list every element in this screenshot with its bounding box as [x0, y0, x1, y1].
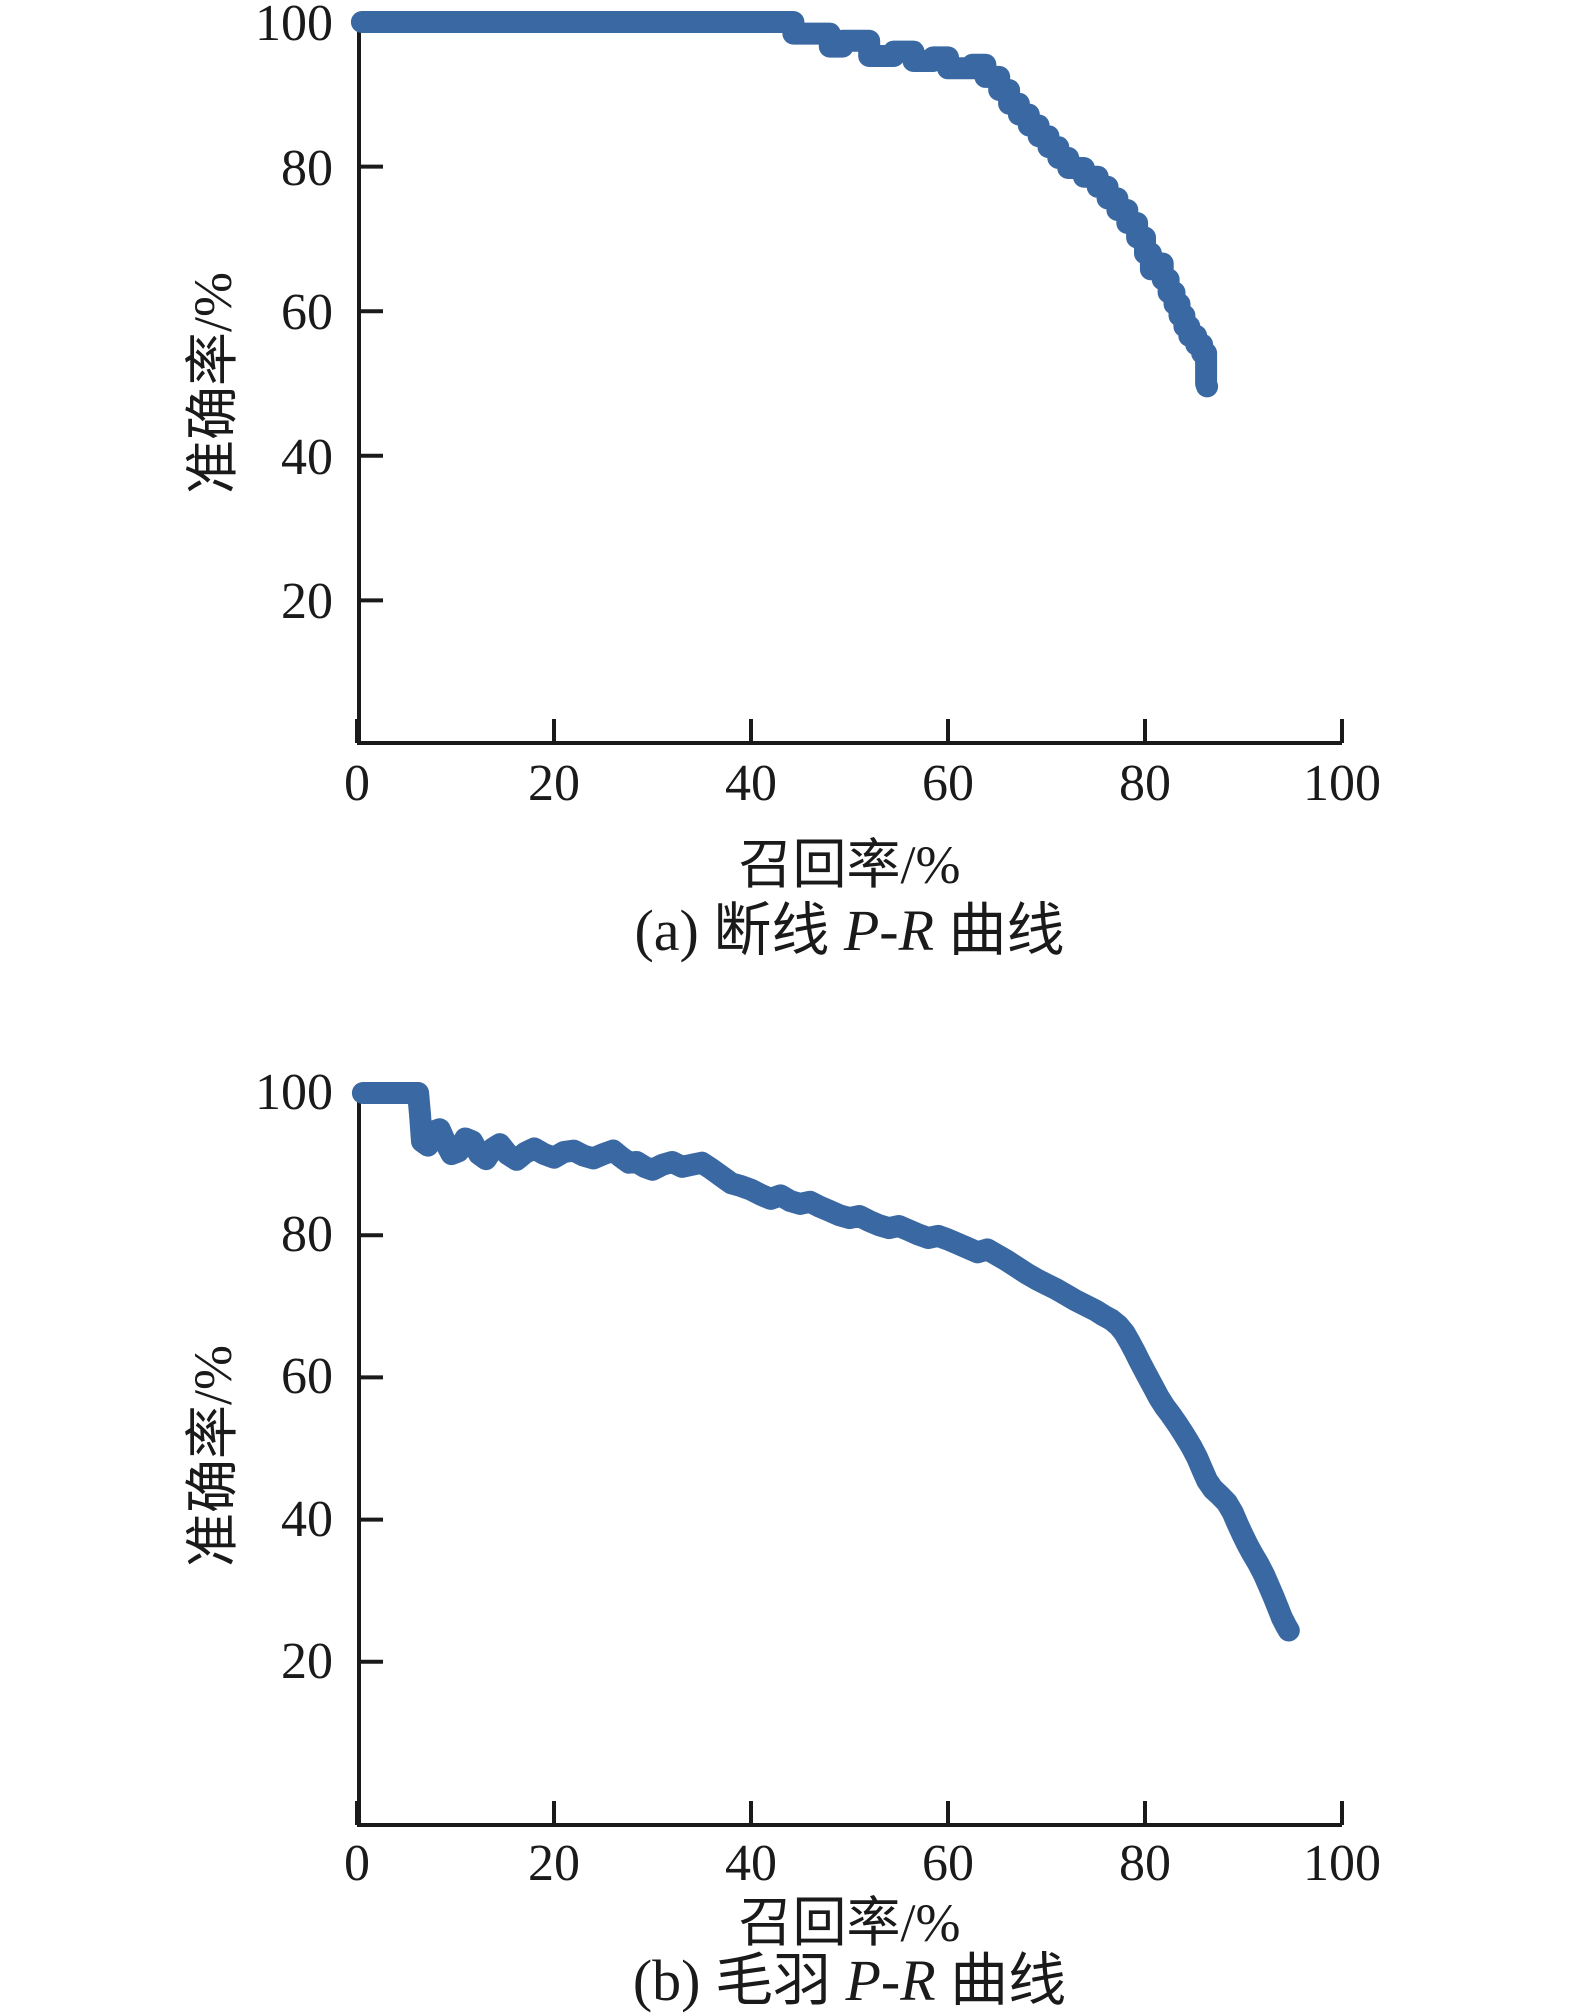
y-tick-label: 40 [281, 428, 333, 486]
x-axis-title-a: 召回率/% [738, 835, 961, 895]
caption-b-suffix: 曲线 [935, 1948, 1067, 2013]
x-tick-label: 0 [344, 755, 370, 812]
plot-area-a [350, 11, 1344, 745]
y-tick-label: 100 [255, 1064, 333, 1121]
x-tick-label: 40 [725, 1835, 777, 1892]
y-tick-label: 20 [281, 1632, 333, 1690]
chart-caption-b: (b) 毛羽 P-R 曲线 [357, 1952, 1342, 2010]
y-tick-label: 60 [281, 284, 333, 342]
caption-a-prefix: (a) 断线 [634, 898, 844, 963]
chart-caption-a: (a) 断线 P-R 曲线 [357, 902, 1342, 960]
caption-b-italic: P-R [845, 1948, 936, 2013]
pr-curve-line [351, 1082, 1300, 1642]
x-tick-label: 100 [1303, 755, 1381, 812]
caption-b-prefix: (b) 毛羽 [632, 1948, 846, 2013]
caption-a-italic: P-R [843, 898, 935, 963]
y-tick-label: 40 [281, 1490, 333, 1548]
x-tick-label: 60 [922, 755, 974, 812]
y-tick-label: 20 [281, 573, 333, 631]
x-tick-label: 20 [528, 1835, 580, 1892]
y-tick-label: 80 [281, 1206, 333, 1264]
x-tick-label: 80 [1119, 1835, 1171, 1892]
y-tick-label: 80 [281, 139, 333, 197]
x-tick-label: 80 [1119, 755, 1171, 812]
x-tick-label: 40 [725, 755, 777, 812]
pr-curve-line [350, 11, 1219, 398]
x-tick-label: 100 [1303, 1835, 1381, 1892]
y-tick-label: 100 [255, 0, 333, 52]
caption-a-suffix: 曲线 [934, 898, 1065, 963]
x-tick-label: 20 [528, 755, 580, 812]
y-tick-label: 60 [281, 1348, 333, 1406]
plot-area-b [351, 1082, 1344, 1827]
x-tick-label: 60 [922, 1835, 974, 1892]
x-tick-label: 0 [344, 1835, 370, 1892]
x-axis-title-b: 召回率/% [738, 1893, 961, 1953]
